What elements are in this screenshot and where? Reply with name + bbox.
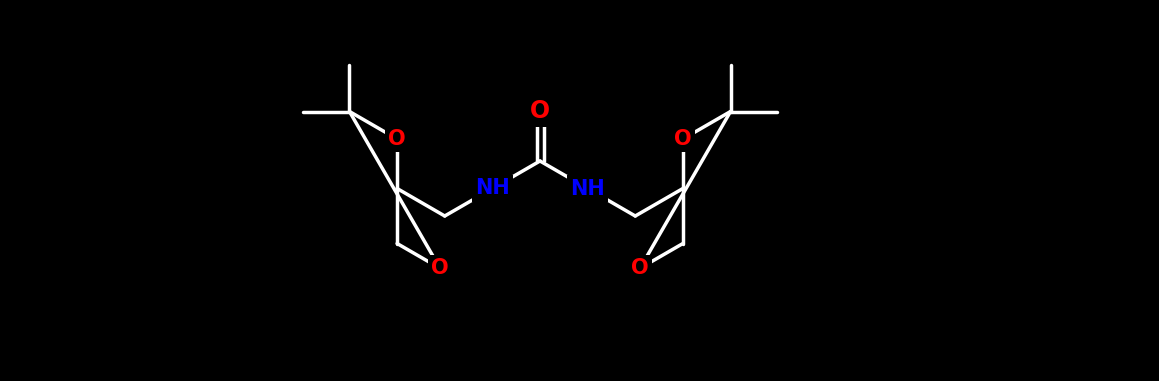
Text: NH: NH [570,179,605,199]
Text: NH: NH [475,179,510,199]
Text: O: O [431,258,449,278]
Text: O: O [530,99,551,123]
Text: O: O [388,129,406,149]
Text: O: O [632,258,649,278]
Text: O: O [675,129,692,149]
